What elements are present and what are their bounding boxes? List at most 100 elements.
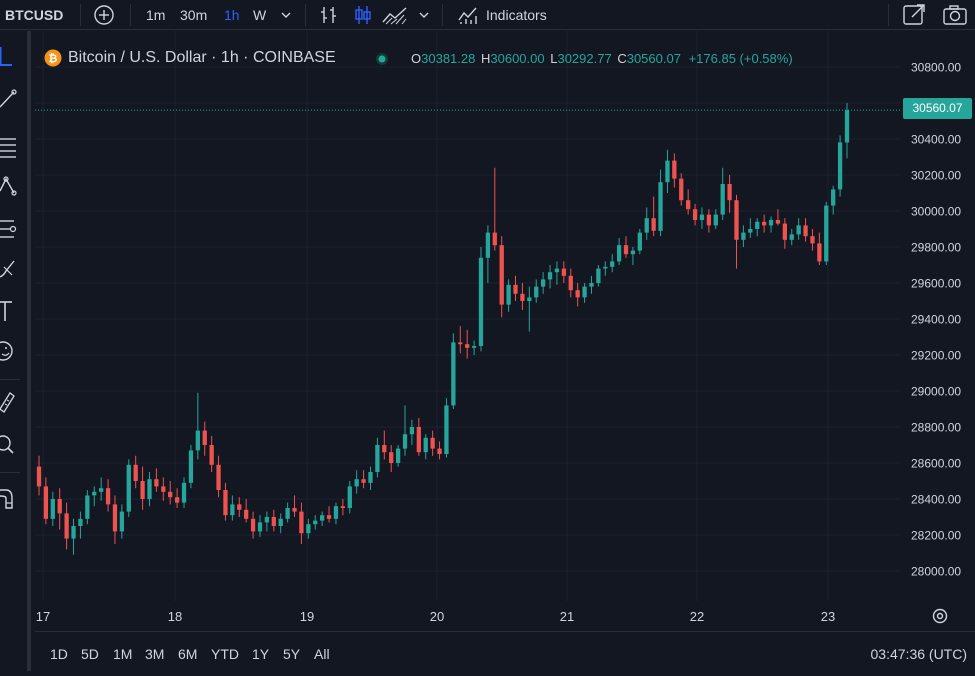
candle <box>313 515 318 530</box>
top-toolbar: BTCUSD 1m 30m 1h W <box>0 0 975 30</box>
camera-icon[interactable] <box>942 3 968 27</box>
candle <box>126 459 131 517</box>
interval-1h[interactable]: 1h <box>224 7 240 23</box>
price-tick-labels: 30800.0030600.0030400.0030200.0030000.00… <box>911 61 961 579</box>
indicators-icon[interactable] <box>457 4 479 26</box>
candle <box>831 185 836 215</box>
zoom-icon[interactable] <box>0 431 18 457</box>
time-tick-label: 21 <box>560 609 574 624</box>
range-ytd[interactable]: YTD <box>211 646 239 662</box>
close-value: 30560.07 <box>626 51 681 66</box>
price-tick-label: 28400.00 <box>911 493 961 507</box>
candle <box>36 455 42 496</box>
open-label: O <box>411 51 422 66</box>
candle <box>810 229 815 251</box>
candle <box>389 445 394 472</box>
candle <box>458 326 463 354</box>
candle <box>568 268 573 298</box>
pattern-icon[interactable] <box>0 175 18 199</box>
market-status-icon[interactable] <box>375 52 389 66</box>
range-1m[interactable]: 1M <box>113 646 133 662</box>
candles-chart-type-icon[interactable] <box>352 4 374 26</box>
price-tick-label: 28600.00 <box>911 457 961 471</box>
forecast-icon[interactable] <box>0 217 18 241</box>
close-label: C <box>617 51 627 66</box>
price-axis[interactable]: 30800.0030600.0030400.0030200.0030000.00… <box>900 31 975 601</box>
candle <box>285 502 290 523</box>
price-tick-label: 28800.00 <box>911 421 961 435</box>
candle <box>775 209 781 226</box>
candle <box>610 254 615 273</box>
candle <box>230 495 235 521</box>
candle <box>340 499 346 516</box>
candle <box>416 418 421 456</box>
tool-divider <box>0 379 20 380</box>
compare-plus-icon[interactable] <box>93 4 115 26</box>
range-5y[interactable]: 5Y <box>283 646 301 662</box>
candle <box>768 216 774 233</box>
interval-1m[interactable]: 1m <box>146 7 166 23</box>
high-label: H <box>480 51 491 66</box>
ohlc-values: O30381.28 H30600.00 L30292.77 C30560.07 … <box>411 51 793 66</box>
candle <box>92 486 97 507</box>
chevron-down-icon[interactable] <box>418 9 430 21</box>
candle <box>589 275 594 294</box>
bar-chart-type-icon[interactable] <box>318 4 340 26</box>
candle <box>437 441 442 460</box>
brush-icon[interactable] <box>0 257 18 281</box>
ruler-icon[interactable] <box>0 389 18 415</box>
candle <box>292 495 297 517</box>
candle <box>112 495 118 544</box>
toolbar-divider <box>442 4 443 26</box>
candle <box>423 434 428 460</box>
trend-line-icon[interactable] <box>0 89 18 109</box>
high-value: 30600.00 <box>490 51 545 66</box>
settings-icon[interactable] <box>932 608 948 624</box>
low-value: 30292.77 <box>557 51 612 66</box>
candle <box>264 511 270 532</box>
interval-30m[interactable]: 30m <box>180 7 208 23</box>
candle <box>278 513 283 534</box>
candle <box>796 218 801 240</box>
utc-clock[interactable]: 03:47:36 (UTC) <box>870 646 967 662</box>
range-3m[interactable]: 3M <box>145 646 165 662</box>
time-tick-label: 19 <box>300 609 314 624</box>
emoji-icon[interactable] <box>0 339 18 365</box>
candle <box>658 169 663 237</box>
candle <box>368 466 373 490</box>
candle <box>161 477 166 501</box>
price-tick-label: 30400.00 <box>911 133 961 147</box>
area-chart-type-icon[interactable] <box>382 4 408 26</box>
candle <box>216 455 221 498</box>
candle <box>837 135 843 197</box>
candle <box>451 333 456 409</box>
price-tick-label: 29000.00 <box>911 385 961 399</box>
candle-series <box>36 103 850 555</box>
candle <box>188 445 194 489</box>
indicators-button[interactable]: Indicators <box>486 7 547 23</box>
candle <box>257 515 263 537</box>
crosshair-icon[interactable] <box>0 43 16 69</box>
candle <box>520 283 525 310</box>
text-tool-icon[interactable] <box>0 299 18 323</box>
magnet-icon[interactable] <box>0 486 18 512</box>
candle <box>679 173 684 206</box>
range-6m[interactable]: 6M <box>178 646 198 662</box>
range-all[interactable]: All <box>314 646 330 662</box>
candle <box>105 479 111 512</box>
chevron-down-icon[interactable] <box>280 9 292 21</box>
fib-retracement-icon[interactable] <box>0 135 18 159</box>
symbol-search[interactable]: BTCUSD <box>5 7 64 23</box>
range-1d[interactable]: 1D <box>50 646 68 662</box>
time-axis[interactable]: 17 18 19 20 21 22 23 <box>35 601 975 631</box>
candle <box>844 103 850 159</box>
range-1y[interactable]: 1Y <box>252 646 270 662</box>
fullscreen-icon[interactable] <box>902 3 926 27</box>
range-5d[interactable]: 5D <box>81 646 99 662</box>
symbol-title[interactable]: Bitcoin / U.S. Dollar · 1h · COINBASE <box>68 49 336 66</box>
time-tick-label: 22 <box>690 609 704 624</box>
interval-w[interactable]: W <box>253 7 267 23</box>
drawing-toolbar <box>0 31 31 671</box>
candle <box>395 445 401 467</box>
price-chart[interactable] <box>35 31 900 601</box>
